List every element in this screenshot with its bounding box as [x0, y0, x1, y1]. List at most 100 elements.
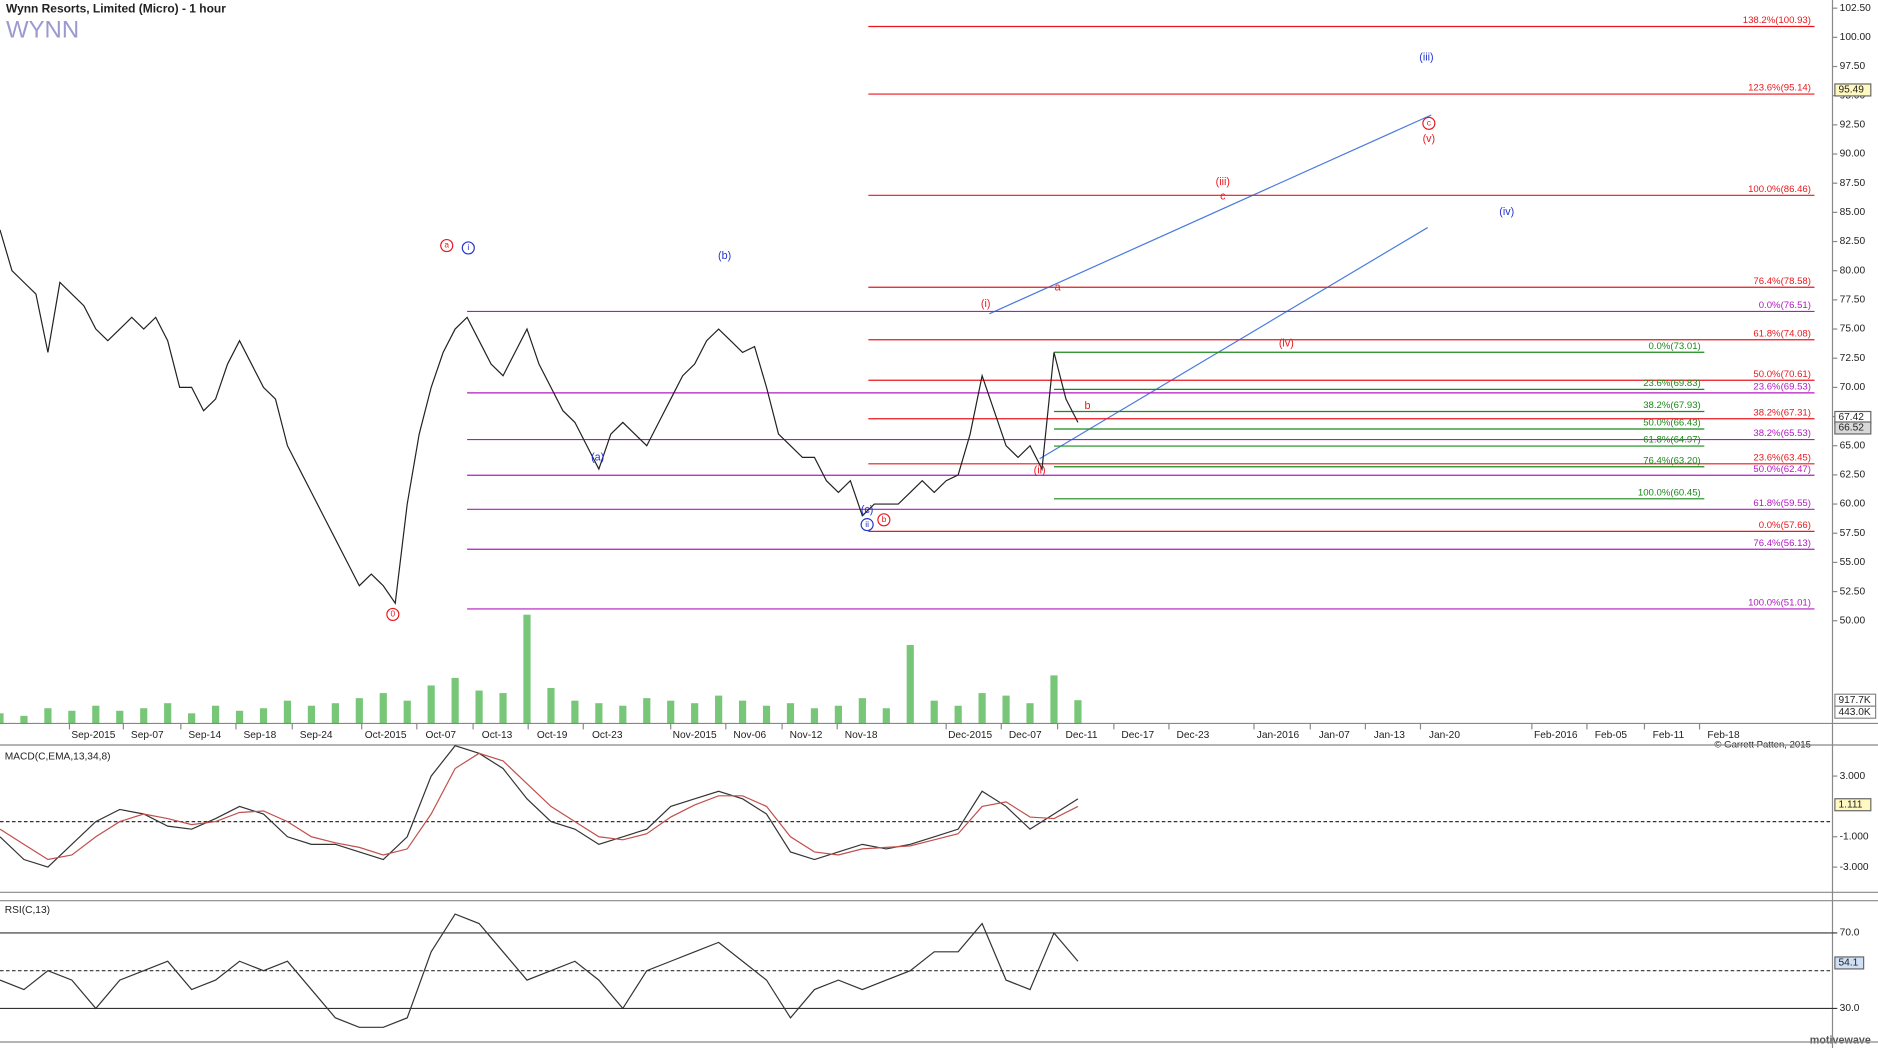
wave-label: (b) — [718, 250, 731, 262]
volume-bar — [619, 705, 627, 724]
x-tick-label: Oct-19 — [537, 730, 568, 741]
y-tick-label: 70.0 — [1840, 928, 1860, 939]
volume-bar — [355, 698, 363, 724]
volume-bar — [978, 693, 986, 724]
volume-bar — [164, 703, 172, 724]
volume-bar — [810, 708, 819, 724]
fib-label: 138.2%(100.93) — [1743, 15, 1811, 26]
fib-label: 23.6%(63.45) — [1753, 452, 1811, 463]
price-label-box — [1834, 421, 1872, 435]
fib-label: 61.8%(59.55) — [1753, 498, 1811, 509]
fib-label: 50.0%(66.43) — [1643, 418, 1701, 429]
volume-bar — [379, 693, 387, 724]
volume-bar — [667, 700, 675, 724]
volume-bar — [882, 708, 890, 724]
y-tick-label: 100.00 — [1840, 32, 1871, 43]
price-line — [0, 229, 1079, 605]
price-label-box — [1834, 83, 1872, 97]
x-tick-label: Dec-2015 — [948, 730, 992, 741]
panel-title: MACD(C,EMA,13,34,8) — [5, 752, 111, 763]
fib-label: 100.0%(51.01) — [1748, 597, 1811, 608]
y-tick-label: 97.50 — [1840, 61, 1866, 72]
y-tick-label: 72.50 — [1840, 353, 1866, 364]
volume-bar — [834, 705, 842, 724]
wave-label: a — [444, 240, 449, 250]
y-tick-label: 90.00 — [1840, 149, 1866, 160]
y-tick-label: -3.000 — [1840, 862, 1869, 873]
x-tick-label: Dec-07 — [1009, 730, 1042, 741]
x-tick-label: Oct-23 — [592, 730, 623, 741]
current-box — [1834, 798, 1872, 812]
x-tick-label: Feb-18 — [1707, 730, 1740, 741]
wave-label: (a) — [591, 451, 604, 463]
y-tick-label: 82.50 — [1840, 236, 1866, 247]
volume-bar — [786, 703, 795, 724]
fib-label: 76.4%(78.58) — [1753, 276, 1811, 287]
y-tick-label: 80.00 — [1840, 265, 1866, 276]
x-tick-label: Feb-11 — [1653, 730, 1685, 741]
wave-circle — [877, 513, 891, 527]
y-tick-label: 87.50 — [1840, 178, 1866, 189]
volume-bar — [762, 705, 771, 724]
y-tick-label: 70.00 — [1840, 382, 1866, 393]
volume-bar — [331, 703, 339, 724]
volume-bar — [211, 705, 220, 724]
x-tick-label: Oct-07 — [425, 730, 456, 741]
fib-label: 100.0%(86.46) — [1748, 184, 1811, 195]
wave-label: (ii) — [1034, 465, 1046, 477]
volume-bar — [1074, 700, 1082, 724]
fib-label: 0.0%(76.51) — [1759, 300, 1811, 311]
y-tick-label: 92.50 — [1840, 120, 1866, 131]
y-tick-label: 85.00 — [1840, 207, 1866, 218]
fib-label: 123.6%(95.14) — [1748, 83, 1811, 94]
x-tick-label: Oct-13 — [482, 730, 513, 741]
y-tick-label: 102.50 — [1840, 3, 1871, 14]
x-tick-label: Sep-2015 — [71, 730, 115, 741]
fib-label: 50.0%(62.47) — [1753, 464, 1811, 475]
wave-label: 0 — [391, 609, 396, 619]
volume-bar — [188, 713, 196, 724]
wave-label: (iii) — [1216, 176, 1230, 188]
current-label: 54.1 — [1838, 958, 1858, 969]
wave-label: (iii) — [1419, 51, 1433, 63]
volume-bar — [235, 710, 244, 724]
volume-label: 917.7K — [1838, 695, 1870, 706]
volume-bar — [68, 710, 76, 724]
x-tick-label: Jan-07 — [1319, 730, 1350, 741]
volume-bar — [427, 685, 435, 724]
volume-bar — [475, 690, 483, 724]
watermark: motivewave — [1810, 1035, 1871, 1047]
volume-bar — [930, 700, 938, 724]
price-label: 66.52 — [1838, 423, 1864, 434]
wave-label: (iv) — [1279, 338, 1294, 350]
volume-bar — [906, 645, 914, 724]
volume-bar — [691, 703, 699, 724]
volume-bar — [307, 705, 315, 724]
x-tick-label: Nov-06 — [733, 730, 766, 741]
wave-label: a — [1055, 281, 1061, 293]
volume-bar — [643, 698, 651, 724]
wave-label: (v) — [1423, 133, 1436, 145]
current-box — [1834, 956, 1865, 970]
y-tick-label: 77.50 — [1840, 295, 1866, 306]
y-tick-label: 65.00 — [1840, 440, 1866, 451]
wave-label: (i) — [981, 298, 991, 310]
wave-label: b — [882, 514, 887, 524]
y-tick-label: -1.000 — [1840, 831, 1869, 842]
wave-label: (c) — [861, 504, 874, 516]
y-tick-label: 55.00 — [1840, 557, 1866, 568]
x-tick-label: Dec-11 — [1066, 730, 1098, 741]
channel-line — [989, 114, 1432, 315]
fib-label: 23.6%(69.53) — [1753, 381, 1811, 392]
volume-bar — [259, 708, 268, 724]
y-tick-label: 75.00 — [1840, 324, 1866, 335]
volume-bar — [858, 698, 866, 724]
volume-bar — [595, 703, 603, 724]
panel-title: RSI(C,13) — [5, 905, 50, 916]
wave-circle — [386, 607, 400, 622]
x-tick-label: Nov-2015 — [673, 730, 717, 741]
fib-label: 23.6%(69.83) — [1643, 378, 1701, 389]
volume-label-box — [1834, 705, 1877, 719]
